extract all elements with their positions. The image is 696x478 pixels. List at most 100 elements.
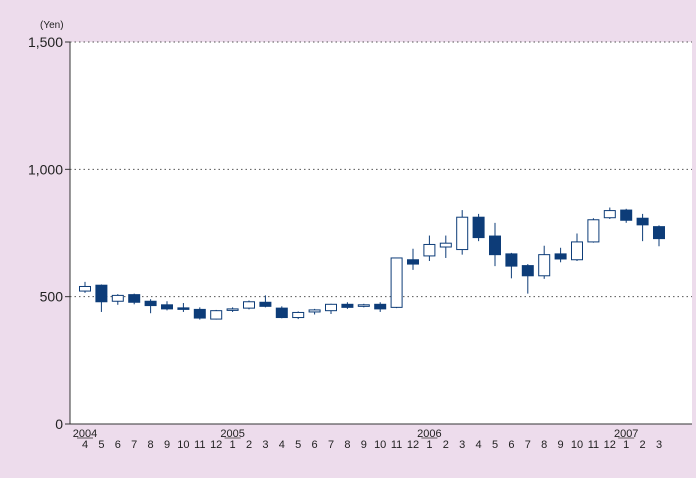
candle bbox=[243, 300, 255, 310]
candle bbox=[636, 213, 649, 242]
x-month-label: 1 bbox=[623, 439, 629, 451]
candle bbox=[571, 233, 583, 262]
candle-body bbox=[620, 209, 633, 221]
x-month-label: 1 bbox=[426, 439, 432, 451]
x-month-label: 5 bbox=[492, 439, 498, 451]
x-month-label: 11 bbox=[588, 439, 599, 451]
candle bbox=[407, 248, 419, 270]
x-month-label: 6 bbox=[115, 439, 121, 451]
candle bbox=[439, 235, 452, 258]
candle-body bbox=[325, 303, 337, 312]
candle-body bbox=[489, 235, 501, 256]
y-tick-label: 0 bbox=[55, 416, 63, 432]
x-month-label: 12 bbox=[604, 439, 616, 451]
x-month-label: 3 bbox=[656, 439, 662, 451]
y-tick-label: 500 bbox=[40, 289, 64, 305]
candle bbox=[423, 235, 436, 262]
x-month-label: 3 bbox=[262, 439, 268, 451]
candle bbox=[259, 295, 272, 308]
y-unit-label: (Yen) bbox=[40, 20, 64, 31]
candle bbox=[456, 210, 469, 255]
candle bbox=[161, 301, 173, 311]
candle-body bbox=[193, 308, 206, 319]
candle-body bbox=[538, 254, 551, 277]
candles bbox=[79, 207, 665, 320]
candle bbox=[292, 311, 305, 320]
x-month-label: 10 bbox=[571, 439, 583, 451]
x-month-label: 6 bbox=[312, 439, 318, 451]
x-month-label: 11 bbox=[194, 439, 205, 451]
candle-body bbox=[374, 303, 387, 310]
candle-body bbox=[177, 307, 190, 310]
x-month-label: 9 bbox=[558, 439, 564, 451]
candle bbox=[193, 307, 206, 320]
x-month-label: 10 bbox=[374, 439, 386, 451]
candle bbox=[144, 299, 157, 314]
candle-body bbox=[571, 241, 583, 261]
candle bbox=[554, 247, 567, 263]
candle bbox=[325, 303, 337, 314]
candle-body bbox=[521, 265, 534, 277]
candle-body bbox=[456, 216, 469, 251]
y-tick-label: 1,000 bbox=[28, 161, 63, 177]
candle-body bbox=[423, 243, 436, 257]
x-year-label: 2005 bbox=[220, 428, 244, 440]
x-month-label: 7 bbox=[328, 439, 334, 451]
candle bbox=[357, 303, 370, 308]
x-month-label: 7 bbox=[131, 439, 137, 451]
candle bbox=[620, 208, 633, 223]
candle-body bbox=[587, 219, 600, 243]
x-month-label: 4 bbox=[476, 439, 482, 451]
x-year-label: 2007 bbox=[614, 428, 638, 440]
candle-body bbox=[308, 309, 321, 313]
candle bbox=[210, 309, 223, 320]
candle-body bbox=[439, 242, 452, 248]
x-month-label: 5 bbox=[295, 439, 301, 451]
candle bbox=[521, 264, 534, 294]
candle bbox=[308, 308, 321, 315]
candle-body bbox=[226, 308, 239, 311]
candle bbox=[177, 303, 190, 312]
candle-body bbox=[407, 259, 419, 265]
candle bbox=[653, 225, 665, 247]
candle-body bbox=[128, 294, 141, 303]
x-month-label: 12 bbox=[210, 439, 222, 451]
x-month-label: 10 bbox=[177, 439, 189, 451]
candle bbox=[275, 306, 288, 319]
x-month-label: 4 bbox=[279, 439, 285, 451]
candle-body bbox=[390, 257, 403, 308]
x-month-label: 9 bbox=[361, 439, 367, 451]
x-year-label: 2004 bbox=[73, 428, 97, 440]
gridlines bbox=[65, 41, 692, 425]
x-year-label: 2006 bbox=[417, 428, 441, 440]
candle bbox=[95, 284, 108, 312]
x-month-label: 6 bbox=[508, 439, 514, 451]
x-month-label: 2 bbox=[443, 439, 449, 451]
x-month-label: 8 bbox=[148, 439, 154, 451]
y-tick-label: 1,500 bbox=[28, 34, 63, 50]
candle-body bbox=[95, 284, 108, 303]
candle-body bbox=[472, 216, 485, 239]
y-tick-labels: 0 500 1,000 1,500 bbox=[28, 34, 63, 432]
candle-body bbox=[636, 217, 649, 226]
candle bbox=[128, 293, 141, 305]
candle-body bbox=[243, 301, 255, 309]
candle bbox=[489, 222, 501, 267]
x-month-label: 4 bbox=[82, 439, 88, 451]
x-month-label: 8 bbox=[344, 439, 350, 451]
candle bbox=[587, 218, 600, 243]
candle-body bbox=[144, 300, 157, 307]
x-month-label: 8 bbox=[541, 439, 547, 451]
x-month-label: 3 bbox=[459, 439, 465, 451]
candle-body bbox=[603, 210, 616, 219]
candle bbox=[374, 302, 387, 312]
candle-body bbox=[259, 301, 272, 307]
candle bbox=[341, 302, 354, 309]
x-month-label: 1 bbox=[230, 439, 236, 451]
candle bbox=[111, 294, 124, 305]
candle-body bbox=[292, 311, 305, 319]
candle bbox=[505, 252, 518, 279]
candle bbox=[390, 257, 403, 309]
